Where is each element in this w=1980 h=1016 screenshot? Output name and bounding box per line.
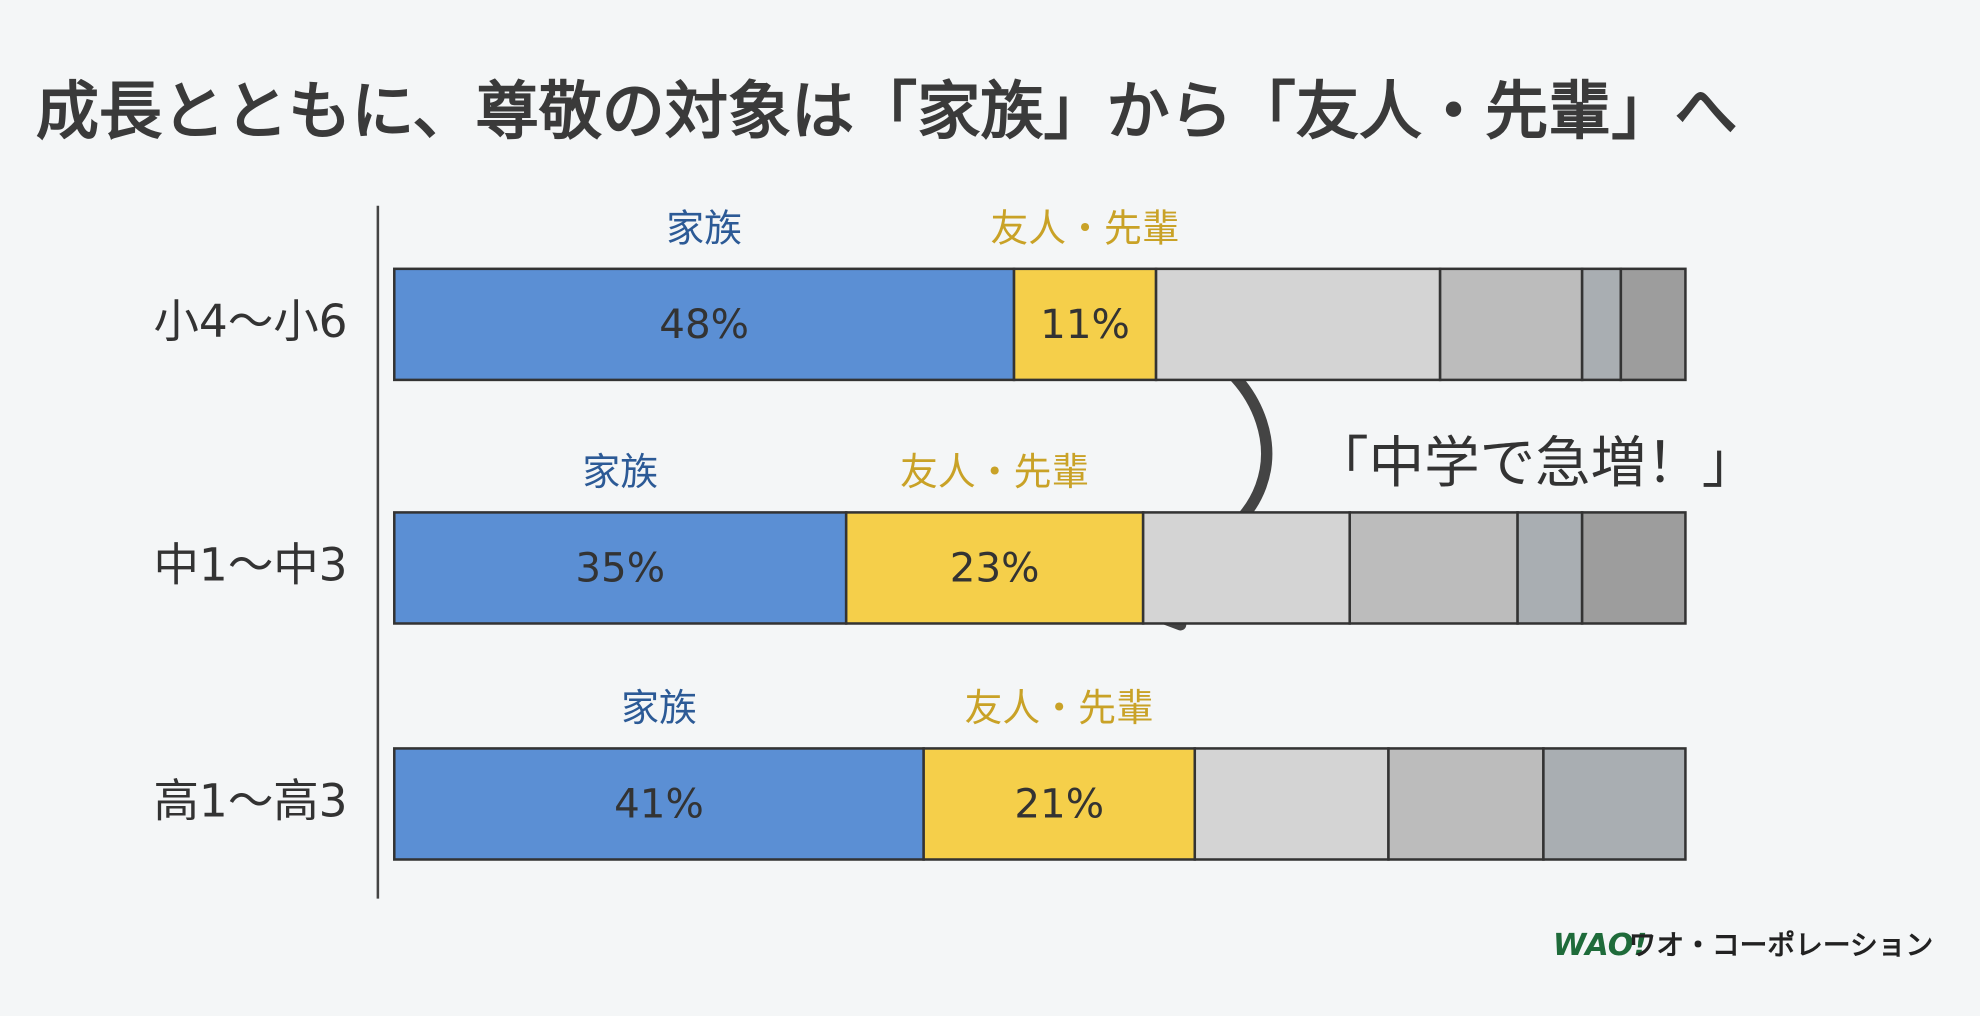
value-label: 41%: [614, 780, 704, 827]
bar-segment: [393, 747, 925, 861]
bar-segment: [1619, 267, 1687, 382]
bar-segment: [1542, 747, 1687, 861]
category-label: 中1～中3: [154, 538, 348, 591]
series-label: 友人・先輩: [900, 450, 1089, 494]
bar-segment: [1193, 747, 1390, 861]
bar-segment: [1580, 267, 1623, 382]
category-label: 高1～高3: [154, 774, 348, 827]
series-label: 家族: [621, 686, 697, 730]
annotation: 「中学で急増！」: [1313, 431, 1757, 496]
bar-segment: [1387, 747, 1545, 861]
category-label: 小4～小6: [154, 295, 348, 348]
bar-segment: [1438, 267, 1584, 382]
bar-segment: [393, 267, 1016, 382]
logo-name: ワオ・コーポレーション: [1629, 929, 1934, 962]
logo-mark: WAO!: [1553, 928, 1647, 963]
bar-segment: [1141, 511, 1351, 625]
series-label: 家族: [666, 206, 742, 250]
value-label: 23%: [950, 544, 1040, 591]
series-label: 友人・先輩: [990, 206, 1179, 250]
bar-segment: [1516, 511, 1584, 625]
series-label: 友人・先輩: [965, 686, 1154, 730]
series-label: 家族: [582, 450, 658, 494]
bar-segment: [844, 511, 1145, 625]
value-label: 21%: [1014, 780, 1104, 827]
value-label: 35%: [575, 544, 665, 591]
bar-segment: [922, 747, 1197, 861]
value-label: 11%: [1040, 301, 1130, 348]
bar-segment: [1580, 511, 1687, 625]
value-label: 48%: [659, 301, 749, 348]
chart-title: 成長とともに、尊敬の対象は「家族」から「友人・先輩」へ: [36, 74, 1738, 148]
bar-segment: [1154, 267, 1442, 382]
bar-segment: [1348, 511, 1519, 625]
